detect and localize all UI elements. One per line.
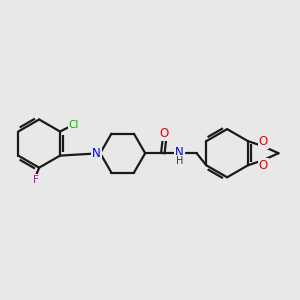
- Text: O: O: [160, 128, 169, 140]
- Text: Cl: Cl: [68, 120, 79, 130]
- Text: O: O: [259, 159, 268, 172]
- Text: F: F: [33, 175, 39, 185]
- Text: O: O: [259, 135, 268, 148]
- Text: N: N: [175, 146, 184, 159]
- Text: H: H: [176, 156, 183, 166]
- Text: N: N: [92, 147, 101, 160]
